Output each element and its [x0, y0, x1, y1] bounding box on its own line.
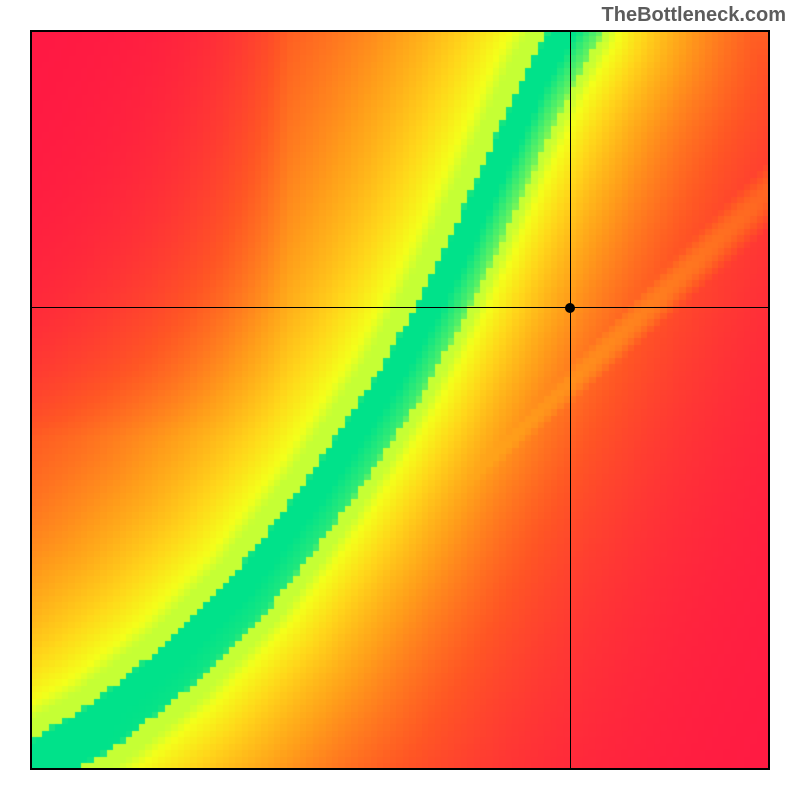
heatmap-canvas [30, 30, 770, 770]
watermark-text: TheBottleneck.com [602, 4, 786, 27]
chart-container: TheBottleneck.com [0, 0, 800, 800]
